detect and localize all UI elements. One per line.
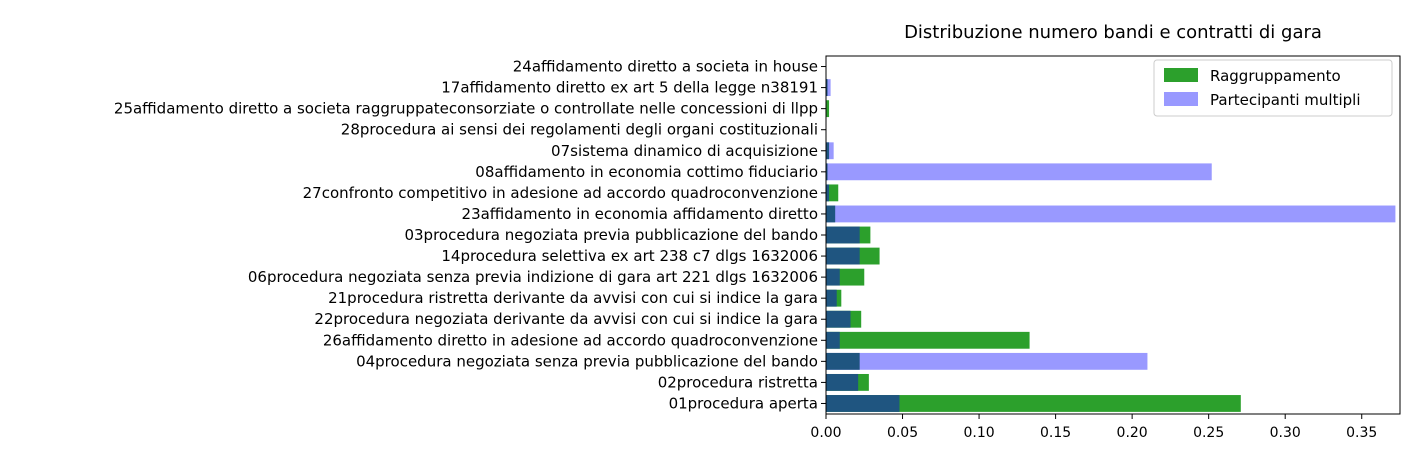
bar-overlap-5 — [826, 289, 837, 307]
bar-overlap-3 — [826, 331, 840, 349]
legend-label-1: Partecipanti multipli — [1210, 91, 1360, 109]
bar-overlap-15 — [826, 79, 828, 97]
bar-overlap-10 — [826, 184, 830, 202]
bar-raggruppamento-0 — [826, 395, 1241, 412]
bar-overlap-12 — [826, 142, 830, 160]
legend-swatch-0 — [1164, 68, 1198, 82]
category-label-12: 07sistema dinamico di acquisizione — [551, 142, 818, 160]
bar-overlap-1 — [826, 373, 859, 391]
bar-partecipanti-12 — [826, 142, 834, 160]
category-label-15: 17affidamento diretto ex art 5 della leg… — [441, 79, 818, 97]
bar-partecipanti-2 — [826, 352, 1148, 370]
bar-overlap-2 — [826, 352, 860, 370]
x-tick-label-3: 0.15 — [1040, 425, 1071, 441]
bar-overlap-7 — [826, 247, 860, 265]
x-tick-label-1: 0.05 — [887, 425, 918, 441]
legend-label-0: Raggruppamento — [1210, 67, 1341, 85]
category-label-1: 02procedura ristretta — [658, 373, 818, 391]
x-tick-label-2: 0.10 — [963, 425, 994, 441]
category-label-16: 24affidamento diretto a societa in house — [513, 58, 818, 76]
bar-overlap-4 — [826, 310, 851, 328]
legend-swatch-1 — [1164, 92, 1198, 106]
x-axis: 0.00 0.05 0.10 0.15 0.20 0.25 0.30 0.35 — [810, 414, 1377, 441]
bar-partecipanti-15 — [826, 79, 831, 97]
bar-overlap-0 — [826, 395, 900, 412]
category-label-3: 26affidamento diretto in adesione ad acc… — [323, 331, 818, 349]
category-label-0: 01procedura aperta — [669, 394, 818, 412]
x-tick-label-7: 0.35 — [1346, 425, 1377, 441]
category-labels: 01procedura aperta 02procedura ristretta 0… — [114, 58, 826, 412]
category-label-7: 14procedura selettiva ex art 238 c7 dlgs… — [441, 247, 818, 265]
bar-overlap-6 — [826, 268, 840, 286]
category-label-6: 06procedura negoziata senza previa indiz… — [248, 268, 818, 286]
chart-title: Distribuzione numero bandi e contratti d… — [904, 22, 1322, 43]
x-tick-label-0: 0.00 — [810, 425, 841, 441]
category-label-11: 08affidamento in economia cottimo fiduci… — [475, 163, 818, 181]
legend-box — [1153, 59, 1393, 117]
legend: Raggruppamento Partecipanti multipli — [1153, 59, 1393, 117]
bar-overlap-8 — [826, 226, 860, 244]
x-tick-label-6: 0.30 — [1270, 425, 1301, 441]
bar-overlap-11 — [826, 163, 828, 181]
category-label-9: 23affidamento in economia affidamento di… — [462, 205, 818, 223]
category-label-5: 21procedura ristretta derivante da avvis… — [328, 289, 818, 307]
plot-frame — [825, 55, 1401, 415]
bars-group — [826, 79, 1396, 412]
x-tick-label-4: 0.20 — [1117, 425, 1148, 441]
x-tick-label-5: 0.25 — [1193, 425, 1224, 441]
bar-partecipanti-9 — [826, 205, 1396, 223]
bar-partecipanti-11 — [826, 163, 1212, 181]
category-label-8: 03procedura negoziata previa pubblicazio… — [404, 226, 818, 244]
bar-overlap-9 — [826, 205, 836, 223]
category-label-4: 22procedura negoziata derivante da avvis… — [314, 310, 818, 328]
bar-raggruppamento-14 — [826, 100, 830, 118]
bar-raggruppamento-3 — [826, 331, 1030, 349]
category-label-13: 28procedura ai sensi dei regolamenti deg… — [341, 121, 818, 139]
category-label-2: 04procedura negoziata senza previa pubbl… — [356, 352, 818, 370]
category-label-10: 27confronto competitivo in adesione ad a… — [303, 184, 818, 202]
category-label-14: 25affidamento diretto a societa raggrupp… — [114, 100, 818, 118]
